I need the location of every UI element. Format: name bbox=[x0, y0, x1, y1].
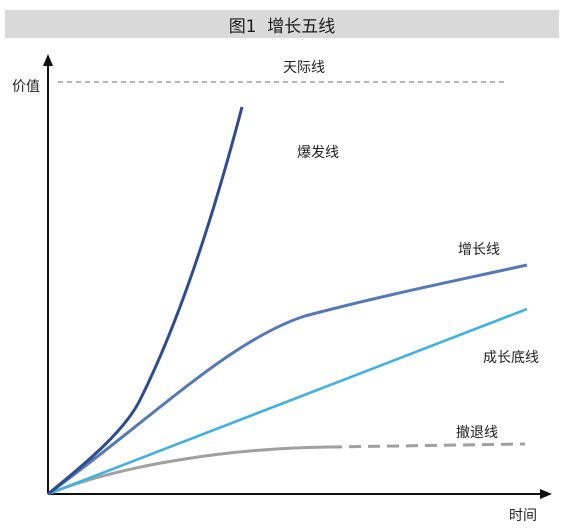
x-axis-label: 时间 bbox=[509, 508, 537, 524]
growth-line-label: 增长线 bbox=[458, 242, 500, 258]
explosive-line bbox=[47, 106, 244, 496]
ceiling-line-label: 天际线 bbox=[283, 60, 325, 76]
y-axis-label: 价值 bbox=[12, 79, 40, 95]
growth-line bbox=[47, 263, 528, 496]
retreat-line-solid bbox=[47, 445, 331, 496]
x-axis-arrow bbox=[540, 489, 552, 499]
baseline-line bbox=[47, 307, 528, 496]
y-axis-arrow bbox=[43, 54, 53, 66]
figure-title: 图1 增长五线 bbox=[228, 16, 336, 37]
figure-title-bar: 图1 增长五线 bbox=[5, 10, 559, 38]
baseline-line-label: 成长底线 bbox=[483, 350, 539, 366]
retreat-line-dashed bbox=[329, 442, 526, 449]
explosive-line-label: 爆发线 bbox=[297, 145, 339, 161]
retreat-line-label: 撤退线 bbox=[456, 425, 498, 441]
